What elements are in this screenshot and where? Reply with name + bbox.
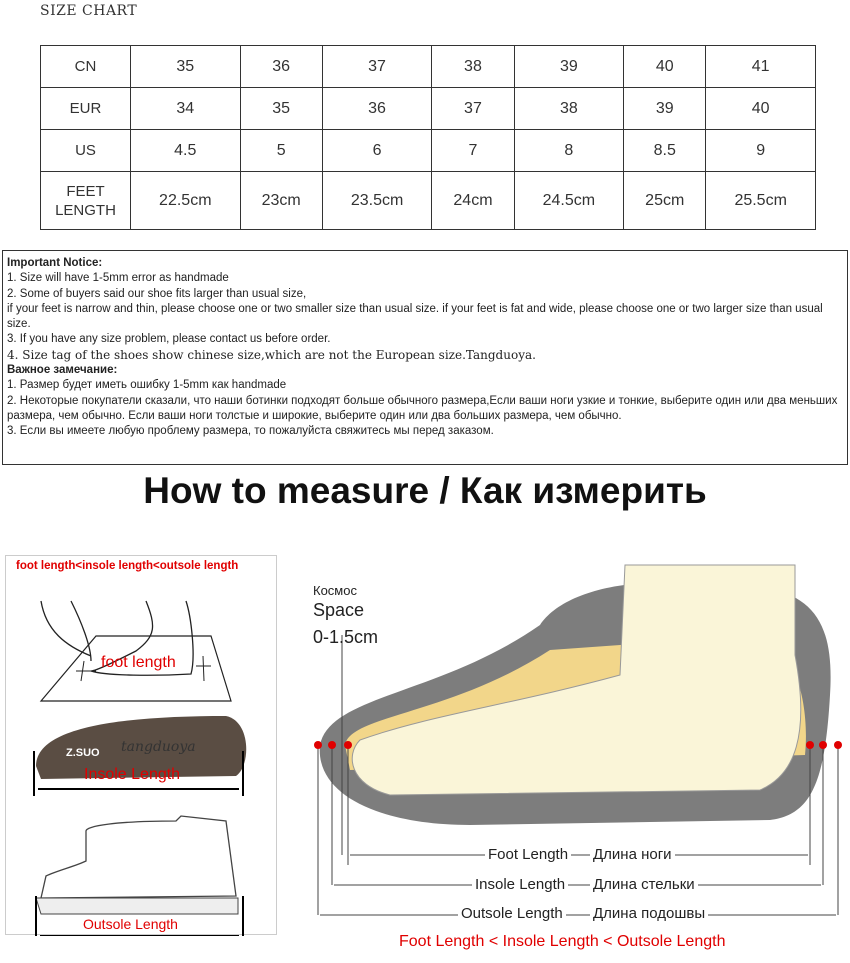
size-cell: 24cm	[431, 171, 515, 230]
shoe-cross-section-diagram	[314, 564, 842, 916]
size-cell: 36	[321, 87, 433, 130]
size-cell: 24.5cm	[513, 171, 625, 230]
outsole-length-label: Outsole Length	[83, 916, 178, 932]
row-label: CN	[40, 45, 131, 88]
size-row: CN 35 36 37 38 39 40 41	[40, 45, 816, 88]
size-cell: 35	[130, 45, 241, 88]
size-cell: 22.5cm	[130, 171, 241, 230]
size-cell: 37	[321, 45, 433, 88]
size-chart-title: SIZE CHART	[40, 3, 138, 19]
size-cell: 40	[705, 87, 816, 130]
size-row: EUR 34 35 36 37 38 39 40	[40, 87, 816, 130]
size-cell: 23.5cm	[321, 171, 433, 230]
foot-length-ru: Длина ноги	[590, 846, 675, 863]
notice-heading-en: Important Notice:	[7, 257, 103, 269]
foot-length-label: foot length	[101, 654, 176, 671]
size-cell: 37	[431, 87, 515, 130]
outsole-length-en: Outsole Length	[458, 905, 566, 922]
size-cell: 35	[239, 87, 323, 130]
notice-line: 1. Size will have 1-5mm error as handmad…	[7, 272, 229, 285]
insole-length-label: Insole Length	[84, 766, 181, 783]
notice-line: 3. If you have any size problem, please …	[7, 333, 331, 346]
size-row: US 4.5 5 6 7 8 8.5 9	[40, 129, 816, 172]
important-notice: Important Notice: 1. Size will have 1-5m…	[2, 250, 848, 465]
notice-line: 3. Если вы имеете любую проблему размера…	[7, 425, 494, 438]
measure-illustrations: foot length<insole length<outsole length…	[5, 555, 277, 936]
size-cell: 38	[431, 45, 515, 88]
size-cell: 39	[623, 87, 707, 130]
size-cell: 40	[623, 45, 707, 88]
size-cell: 25cm	[623, 171, 707, 230]
comparison-footer: Foot Length < Insole Length < Outsole Le…	[399, 933, 726, 950]
insole-brand: Z.SUO	[66, 747, 100, 759]
notice-line: 4. Size tag of the shoes show chinese si…	[7, 347, 536, 362]
size-cell: 6	[321, 129, 433, 172]
size-cell: 7	[431, 129, 515, 172]
size-cell: 25.5cm	[705, 171, 816, 230]
watermark: tangduoya	[121, 739, 196, 755]
size-table: CN 35 36 37 38 39 40 41 EUR 34 35 36 37 38 39 40 US 4.5 5 6…	[40, 45, 816, 230]
size-cell: 9	[705, 129, 816, 172]
insole-length-en: Insole Length	[472, 876, 569, 893]
size-cell: 4.5	[130, 129, 241, 172]
foot-insole-boot-illustration: Z.SUO tangduoya	[33, 600, 247, 936]
comparison-caption: foot length<insole length<outsole length	[16, 560, 239, 572]
size-row: FEET LENGTH 22.5cm 23cm 23.5cm 24cm 24.5cm 25cm…	[40, 171, 816, 230]
size-cell: 41	[705, 45, 816, 88]
outsole-length-ru: Длина подошвы	[590, 905, 709, 922]
row-label: US	[40, 129, 131, 172]
foot-length-en: Foot Length	[485, 846, 572, 863]
size-cell: 34	[130, 87, 241, 130]
row-label: EUR	[40, 87, 131, 130]
notice-line: if your feet is narrow and thin, please …	[7, 302, 823, 331]
space-value: 0-1.5cm	[313, 627, 379, 647]
insole-length-ru: Длина стельки	[590, 876, 698, 893]
how-to-measure-heading: How to measure / Как измерить	[143, 470, 707, 511]
notice-line: 2. Некоторые покупатели сказали, что наш…	[7, 394, 838, 422]
notice-heading-ru: Важное замечание:	[7, 364, 118, 377]
size-cell: 23cm	[239, 171, 323, 230]
size-cell: 38	[513, 87, 625, 130]
notice-line: 2. Some of buyers said our shoe fits lar…	[7, 287, 307, 300]
size-cell: 8.5	[623, 129, 707, 172]
size-cell: 36	[239, 45, 323, 88]
space-label-en: Space	[313, 600, 365, 620]
size-cell: 39	[513, 45, 625, 88]
row-label: FEET LENGTH	[40, 171, 131, 230]
notice-line: 1. Размер будет иметь ошибку 1-5mm как h…	[7, 379, 287, 392]
size-cell: 5	[239, 129, 323, 172]
space-label-ru: Космос	[313, 583, 357, 598]
size-cell: 8	[513, 129, 625, 172]
